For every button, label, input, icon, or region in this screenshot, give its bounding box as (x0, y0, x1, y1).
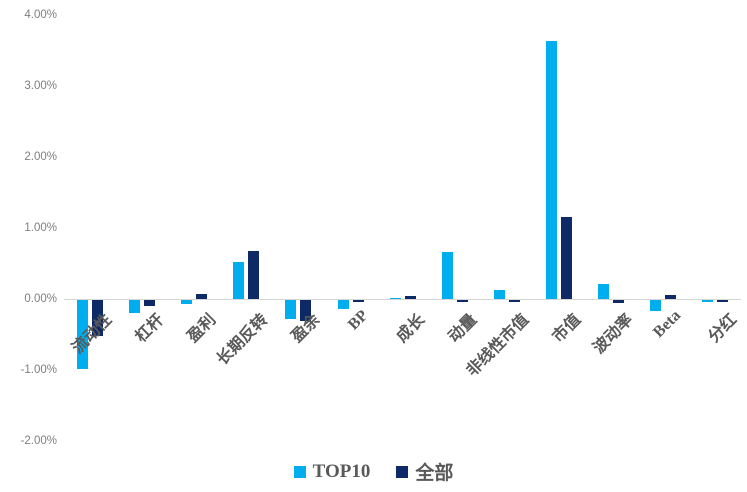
category-label-11: Beta (650, 307, 685, 342)
category-label-9: 市值 (549, 311, 585, 346)
bar-top10-10 (598, 284, 609, 299)
bar-top10-5 (338, 300, 349, 309)
legend-item-all: 全部 (396, 458, 453, 485)
category-label-3: 长期反转 (214, 311, 272, 369)
bar-top10-4 (285, 300, 296, 319)
bar-top10-12 (702, 300, 713, 302)
bar-all-10 (613, 300, 624, 303)
y-tick-label: 0.00% (24, 293, 57, 305)
category-label-12: 分红 (705, 311, 741, 346)
bar-all-9 (561, 217, 572, 299)
legend-item-top10: TOP10 (293, 460, 371, 483)
legend-label-top10: TOP10 (312, 460, 371, 482)
bar-top10-11 (650, 300, 661, 311)
bar-top10-8 (494, 290, 505, 299)
legend-swatch-all (396, 465, 409, 478)
y-tick-label: 4.00% (24, 9, 57, 21)
category-label-5: BP (345, 307, 372, 334)
legend-label-all: 全部 (415, 463, 454, 484)
bar-top10-3 (233, 262, 244, 299)
bar-top10-7 (442, 252, 453, 299)
bar-top10-9 (546, 41, 557, 299)
category-label-7: 动量 (445, 311, 480, 346)
bar-all-5 (353, 300, 364, 302)
bar-top10-2 (181, 300, 192, 304)
bar-all-7 (457, 300, 468, 302)
bar-all-1 (144, 300, 155, 306)
bar-all-11 (665, 295, 676, 299)
y-tick-label: -1.00% (20, 364, 57, 376)
bar-all-6 (405, 296, 416, 299)
legend-swatch-top10 (293, 465, 306, 478)
y-tick-label: -2.00% (20, 435, 57, 447)
bar-all-0 (92, 300, 103, 336)
bar-all-12 (717, 300, 728, 302)
bar-all-8 (509, 300, 520, 302)
category-label-6: 成长 (393, 311, 428, 346)
bar-all-4 (300, 300, 311, 321)
bar-all-2 (196, 294, 207, 299)
bar-top10-6 (390, 298, 401, 299)
bar-top10-0 (77, 300, 88, 369)
bar-top10-1 (129, 300, 140, 313)
y-tick-label: 1.00% (24, 222, 57, 234)
legend: TOP10 全部 (0, 458, 747, 485)
category-label-2: 盈利 (184, 311, 220, 346)
y-tick-label: 3.00% (24, 80, 57, 92)
category-label-0: 流动性 (69, 311, 116, 358)
y-tick-label: 2.00% (24, 151, 57, 163)
category-label-10: 波动率 (590, 311, 637, 358)
x-axis-line (64, 299, 741, 300)
bar-all-3 (248, 251, 259, 299)
